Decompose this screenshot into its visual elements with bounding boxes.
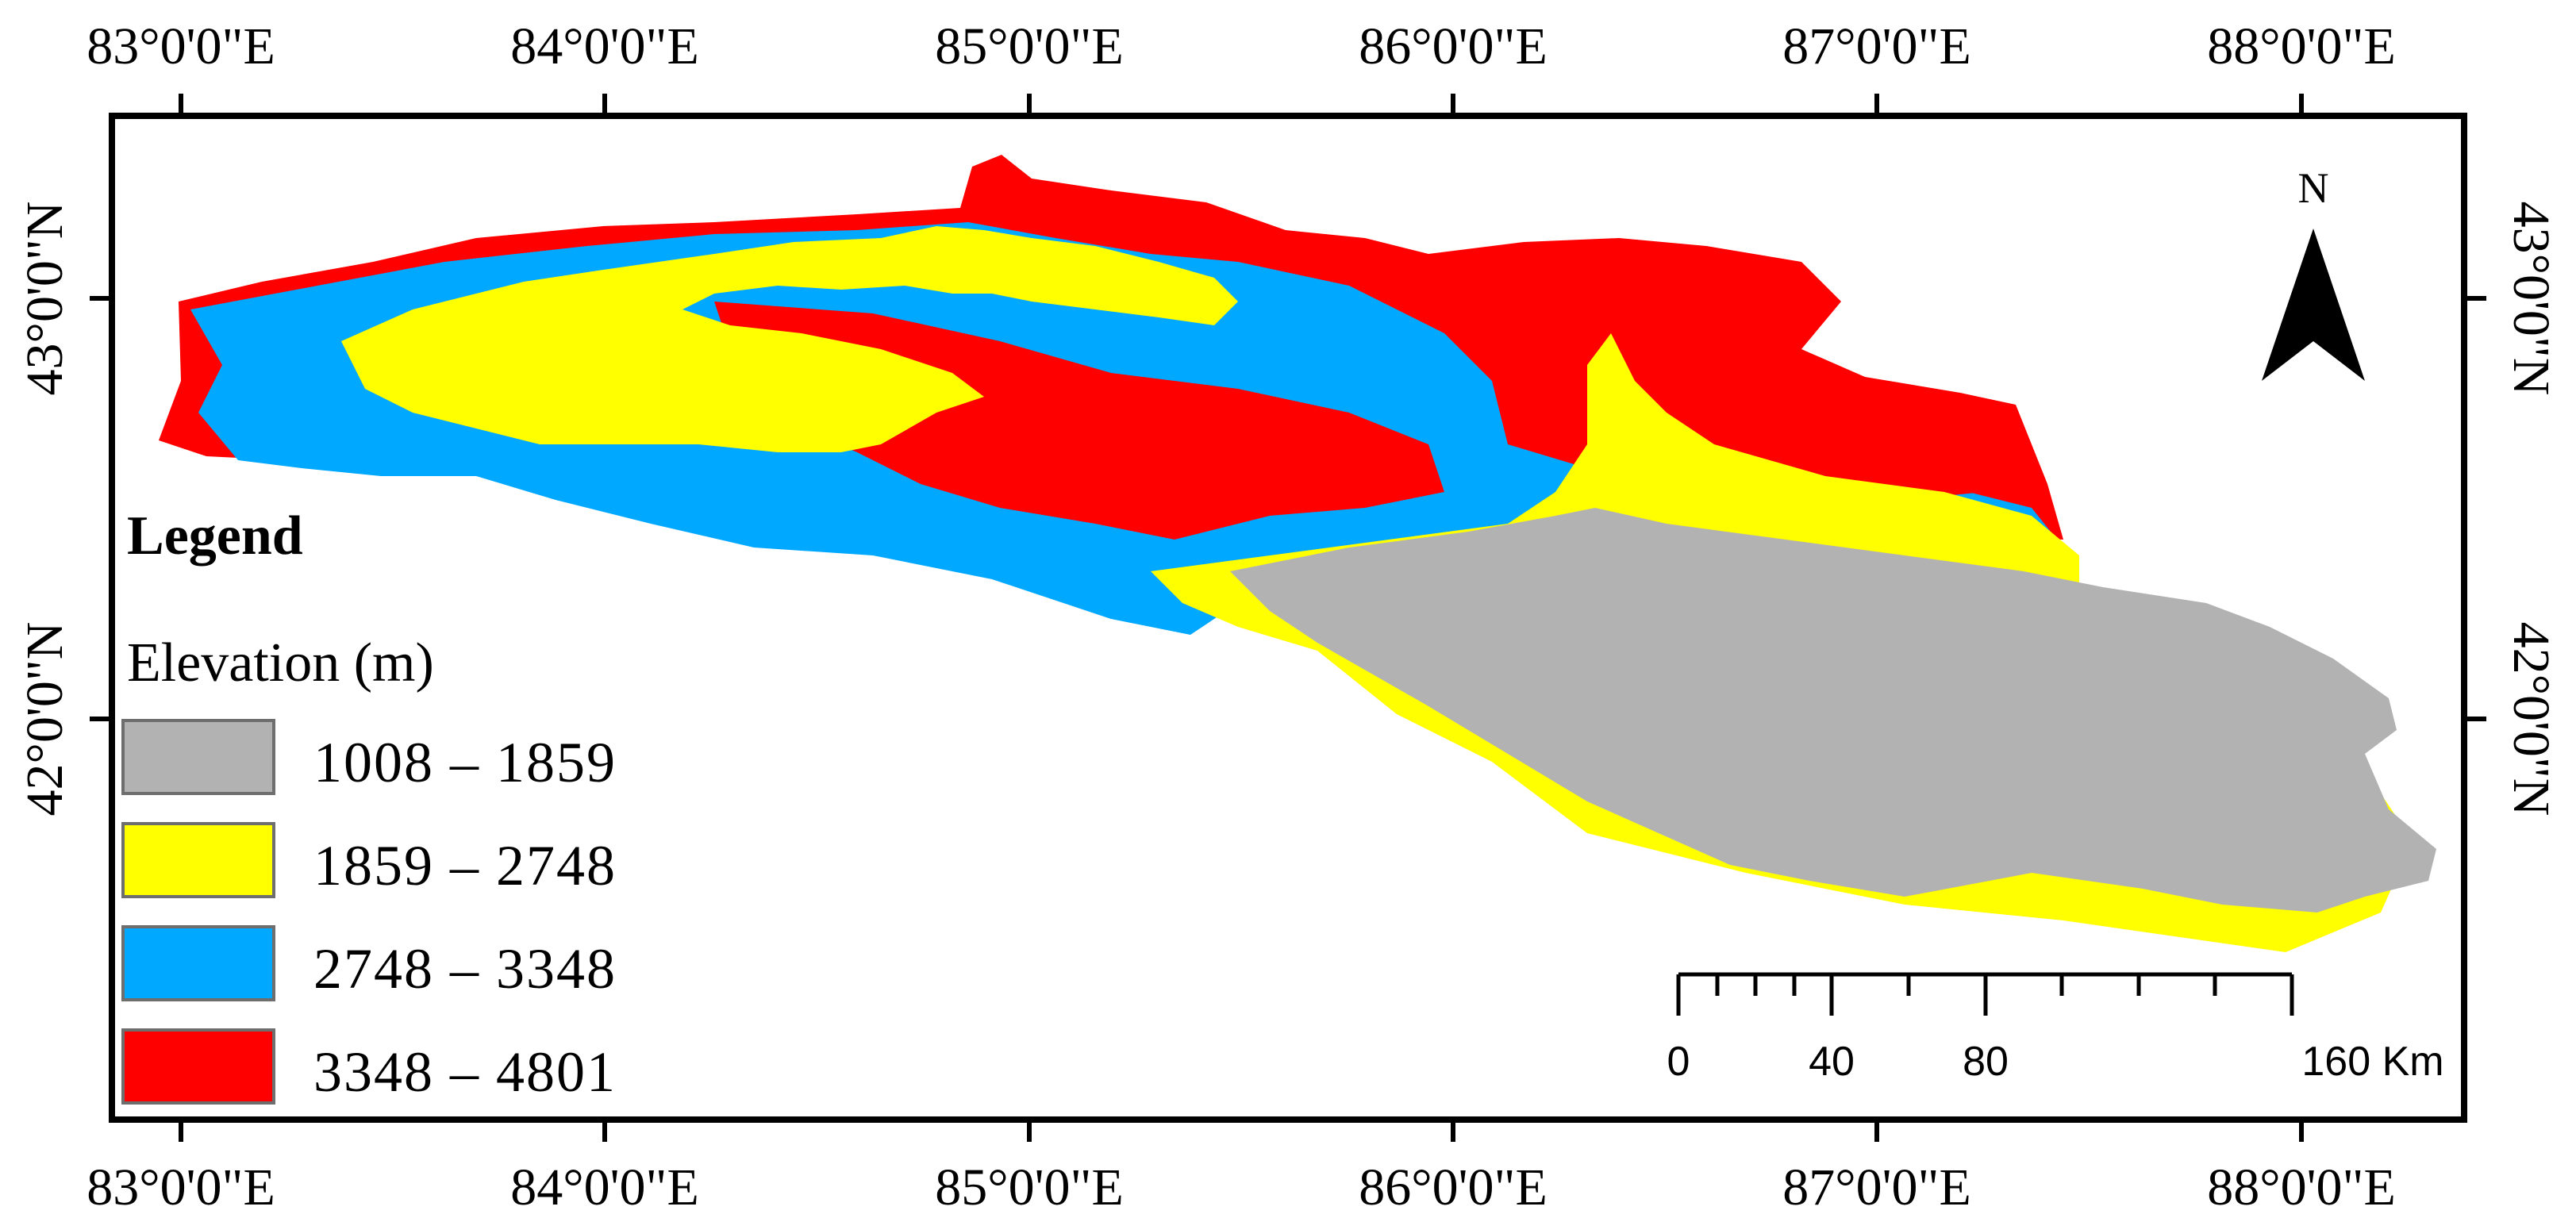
top-lon-86: 86°0'0"E: [1359, 17, 1548, 75]
legend-swatch-1008-1859: [121, 719, 275, 795]
legend-title: Legend: [127, 505, 303, 567]
bottom-lon-85: 85°0'0"E: [935, 1158, 1124, 1216]
left-lat-43: 43°0'0"N: [16, 202, 74, 396]
north-arrow-icon: [2262, 229, 2365, 381]
top-longitude-labels: 83°0'0"E 84°0'0"E 85°0'0"E 86°0'0"E 87°0…: [87, 17, 2396, 75]
legend-label-1859-2748: 1859 – 2748: [313, 834, 617, 897]
top-lon-83: 83°0'0"E: [87, 17, 275, 75]
top-lon-85: 85°0'0"E: [935, 17, 1124, 75]
bottom-lon-83: 83°0'0"E: [87, 1158, 275, 1216]
legend-swatch-1859-2748: [121, 822, 275, 898]
legend-swatch-2748-3348: [121, 925, 275, 1001]
frame-ticks: [90, 94, 2486, 1142]
legend: Legend Elevation (m) 1008 – 1859 1859 – …: [121, 505, 617, 1105]
bottom-lon-88: 88°0'0"E: [2207, 1158, 2396, 1216]
zone-1008-1859: [1230, 508, 2436, 913]
north-label: N: [2298, 164, 2329, 212]
scale-labels: 0 40 80 160 Km: [1667, 1039, 2444, 1085]
bottom-lon-84: 84°0'0"E: [510, 1158, 699, 1216]
legend-label-2748-3348: 2748 – 3348: [313, 937, 617, 1001]
scale-bar: [1676, 972, 2294, 1016]
legend-label-3348-4801: 3348 – 4801: [313, 1040, 617, 1104]
bottom-lon-86: 86°0'0"E: [1359, 1158, 1548, 1216]
right-lat-42: 42°0'0"N: [2502, 622, 2560, 816]
zone-1859-2748: [341, 226, 1238, 452]
top-lon-88: 88°0'0"E: [2207, 17, 2396, 75]
top-lon-87: 87°0'0"E: [1782, 17, 1971, 75]
north-arrow: N: [2262, 164, 2365, 381]
legend-label-1008-1859: 1008 – 1859: [313, 731, 617, 794]
scale-label-40: 40: [1809, 1039, 1855, 1085]
scale-label-80: 80: [1963, 1039, 2009, 1085]
bottom-longitude-labels: 83°0'0"E 84°0'0"E 85°0'0"E 86°0'0"E 87°0…: [87, 1158, 2396, 1216]
top-lon-84: 84°0'0"E: [510, 17, 699, 75]
legend-subtitle: Elevation (m): [127, 632, 434, 694]
left-latitude-labels: 43°0'0"N 42°0'0"N: [16, 202, 74, 816]
legend-swatch-3348-4801: [121, 1028, 275, 1105]
right-latitude-labels: 43°0'0"N 42°0'0"N: [2502, 202, 2560, 816]
right-lat-43: 43°0'0"N: [2502, 202, 2560, 396]
bottom-lon-87: 87°0'0"E: [1782, 1158, 1971, 1216]
scale-label-0: 0: [1667, 1039, 1690, 1085]
left-lat-42: 42°0'0"N: [16, 622, 74, 816]
study-area: [159, 155, 2436, 952]
scale-label-160: 160 Km: [2301, 1039, 2443, 1085]
